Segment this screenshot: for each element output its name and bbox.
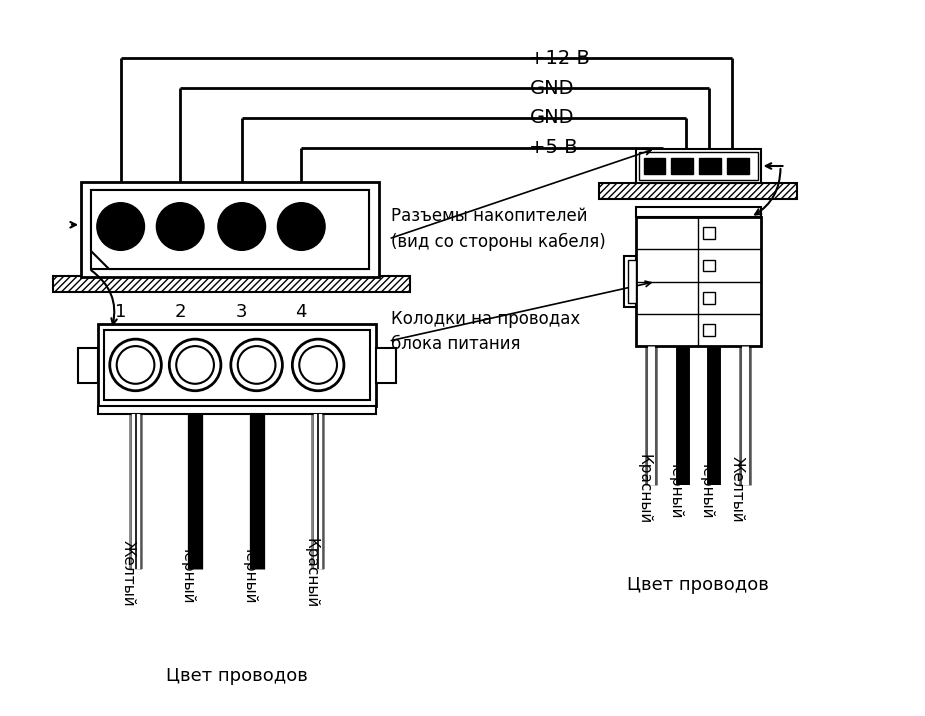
Text: 1: 1 xyxy=(649,211,660,229)
Bar xyxy=(699,158,721,174)
Circle shape xyxy=(156,203,204,251)
Bar xyxy=(78,348,98,383)
Circle shape xyxy=(110,339,161,391)
Bar xyxy=(635,217,760,346)
Text: GND: GND xyxy=(529,108,574,127)
Bar xyxy=(54,276,411,291)
Text: Желтый: Желтый xyxy=(730,455,745,522)
Circle shape xyxy=(231,339,282,391)
Bar xyxy=(635,149,760,183)
Bar xyxy=(623,256,635,307)
Bar xyxy=(598,183,797,199)
Text: Разъемы накопителей
(вид со стороны кабеля): Разъемы накопителей (вид со стороны кабе… xyxy=(390,208,605,251)
Text: Черный: Черный xyxy=(180,543,195,604)
Circle shape xyxy=(126,355,145,375)
Circle shape xyxy=(117,346,154,384)
Text: 3: 3 xyxy=(705,211,715,229)
Text: Красный: Красный xyxy=(636,454,651,524)
Text: Черный: Черный xyxy=(241,543,256,604)
Bar xyxy=(703,227,715,239)
Polygon shape xyxy=(91,190,369,268)
Bar xyxy=(628,260,635,304)
Bar xyxy=(703,291,715,304)
Bar xyxy=(98,406,376,414)
Bar xyxy=(635,207,760,217)
Bar xyxy=(644,158,665,174)
Circle shape xyxy=(177,346,214,384)
Circle shape xyxy=(300,346,337,384)
Bar xyxy=(703,259,715,271)
Bar xyxy=(98,324,376,406)
Circle shape xyxy=(169,339,221,391)
Bar xyxy=(638,152,758,180)
Circle shape xyxy=(218,203,265,251)
Text: 4: 4 xyxy=(295,304,307,321)
Circle shape xyxy=(238,346,276,384)
Circle shape xyxy=(247,355,266,375)
Text: +5 В: +5 В xyxy=(529,138,578,157)
Text: Колодки на проводах
блока питания: Колодки на проводах блока питания xyxy=(390,310,580,353)
Circle shape xyxy=(97,203,144,251)
Text: Цвет проводов: Цвет проводов xyxy=(627,576,769,594)
Bar xyxy=(727,158,748,174)
Text: Цвет проводов: Цвет проводов xyxy=(166,667,308,685)
Circle shape xyxy=(185,355,205,375)
Text: 1: 1 xyxy=(115,304,127,321)
Bar xyxy=(104,330,370,400)
Text: Желтый: Желтый xyxy=(120,540,136,606)
Text: 4: 4 xyxy=(733,211,743,229)
Bar xyxy=(703,324,715,336)
Text: Черный: Черный xyxy=(668,458,683,520)
Text: 3: 3 xyxy=(236,304,248,321)
Text: 2: 2 xyxy=(175,304,186,321)
Text: +12 В: +12 В xyxy=(529,49,590,68)
Bar xyxy=(81,183,378,276)
Text: Черный: Черный xyxy=(698,458,714,520)
Bar xyxy=(189,414,201,422)
Circle shape xyxy=(292,339,344,391)
Bar xyxy=(91,190,369,268)
Bar xyxy=(672,158,693,174)
Text: GND: GND xyxy=(529,79,574,97)
Text: Красный: Красный xyxy=(303,538,318,609)
Circle shape xyxy=(278,203,325,251)
Bar xyxy=(376,348,396,383)
Text: 2: 2 xyxy=(677,211,687,229)
Circle shape xyxy=(308,355,328,375)
